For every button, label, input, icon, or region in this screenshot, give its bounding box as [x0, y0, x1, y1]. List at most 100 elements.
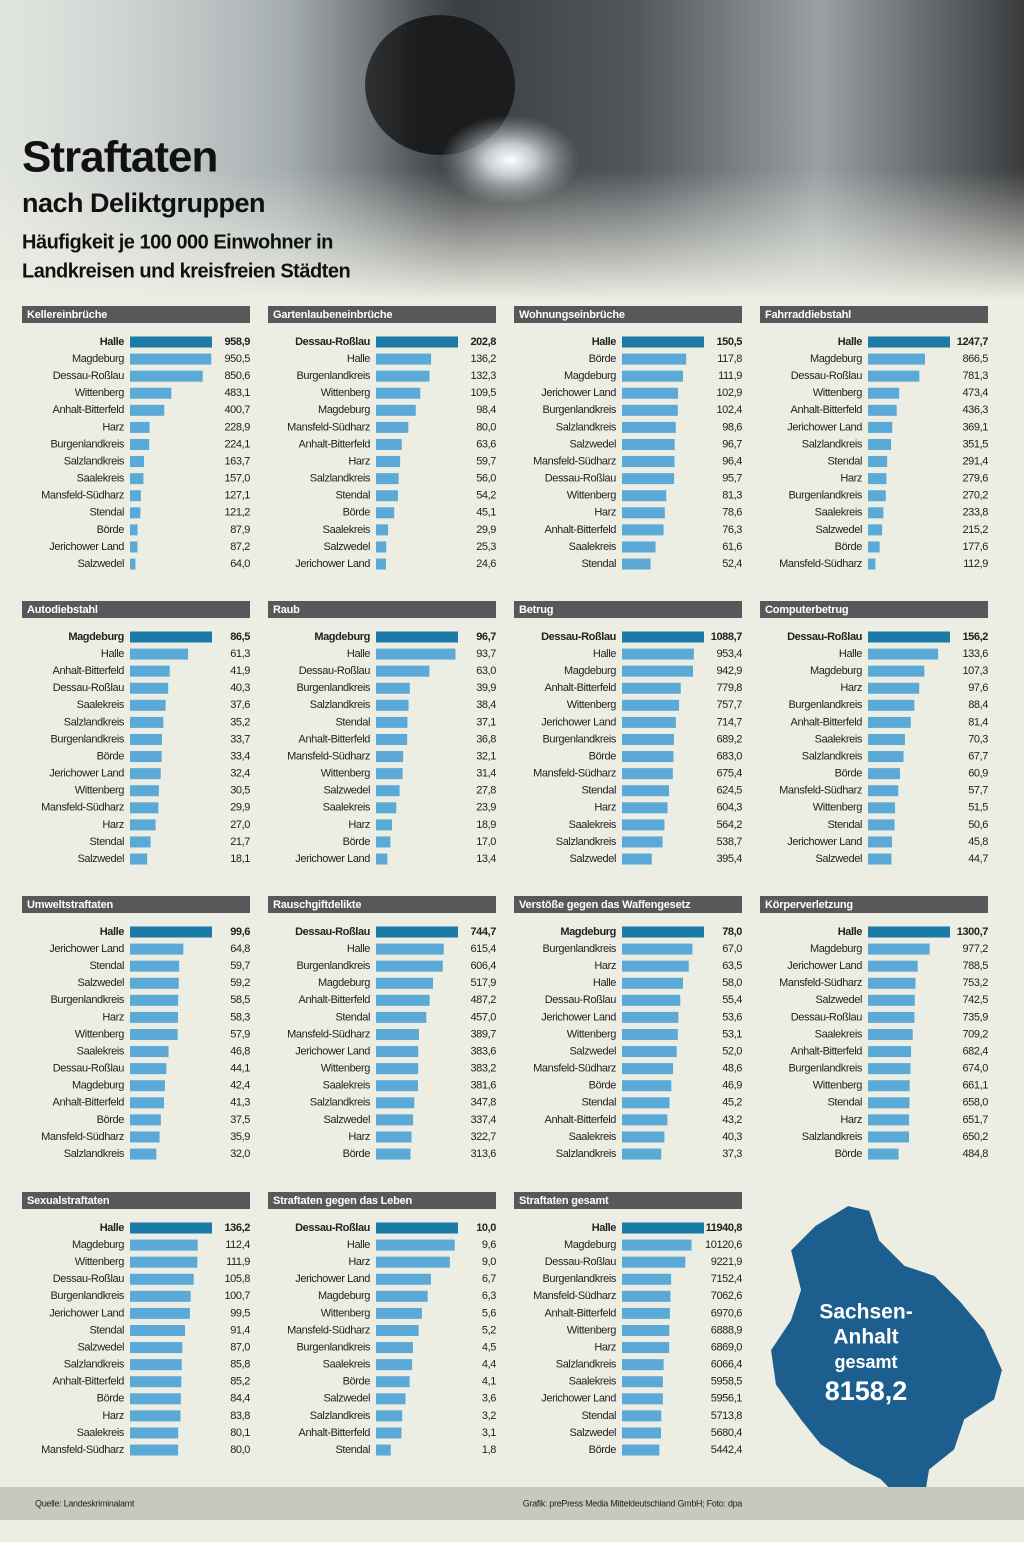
bar — [868, 541, 880, 553]
subtitle: nach Deliktgruppen — [22, 188, 265, 218]
bar — [376, 421, 409, 433]
value-label: 483,1 — [224, 387, 250, 399]
value-label: 291,4 — [962, 455, 988, 467]
category-label: Dessau-Roßlau — [53, 370, 125, 382]
bar — [130, 1097, 165, 1109]
value-label: 436,3 — [962, 404, 988, 416]
bar — [376, 1097, 415, 1109]
value-label: 98,6 — [722, 421, 742, 433]
value-label: 24,6 — [476, 558, 496, 570]
bar — [622, 353, 687, 365]
bar — [130, 926, 212, 938]
category-label: Harz — [102, 1410, 124, 1422]
value-label: 132,3 — [470, 370, 496, 382]
value-label: 4,4 — [482, 1359, 496, 1371]
panel-header — [22, 306, 250, 323]
value-label: 156,2 — [962, 631, 988, 643]
bar — [376, 1148, 411, 1160]
bar — [622, 716, 676, 728]
category-label: Anhalt-Bitterfeld — [299, 438, 371, 450]
bar — [376, 785, 400, 797]
category-label: Halle — [100, 336, 125, 348]
value-label: 661,1 — [962, 1080, 988, 1092]
bar — [868, 853, 892, 865]
category-label: Anhalt-Bitterfeld — [545, 1114, 617, 1126]
bar — [130, 1359, 182, 1371]
bar — [130, 819, 156, 831]
value-label: 270,2 — [962, 490, 988, 502]
bar — [376, 768, 403, 780]
bar — [868, 1148, 899, 1160]
bar — [130, 1046, 169, 1058]
bar — [376, 1080, 419, 1092]
bar — [376, 353, 432, 365]
bar — [130, 1028, 178, 1040]
value-label: 10,0 — [476, 1222, 496, 1234]
bar — [376, 665, 430, 677]
value-label: 157,0 — [224, 473, 250, 485]
panel-title: Umweltstraftaten — [27, 899, 114, 911]
category-label: Saalekreis — [77, 699, 125, 711]
category-label: Dessau-Roßlau — [53, 1273, 125, 1285]
category-label: Halle — [100, 926, 125, 938]
bar — [868, 1080, 910, 1092]
category-label: Saalekreis — [323, 1080, 371, 1092]
category-label: Salzwedel — [77, 558, 124, 570]
category-label: Magdeburg — [564, 1239, 616, 1251]
bar — [622, 665, 694, 677]
category-label: Burgenlandkreis — [543, 404, 617, 416]
category-label: Harz — [840, 473, 862, 485]
value-label: 112,4 — [225, 1239, 250, 1251]
category-label: Magdeburg — [68, 631, 124, 643]
bar — [868, 421, 893, 433]
panel-title: Betrug — [519, 604, 553, 616]
bar — [868, 524, 883, 536]
bar — [376, 336, 458, 348]
value-label: 64,0 — [230, 558, 250, 570]
value-label: 1,8 — [482, 1444, 496, 1456]
value-label: 80,0 — [230, 1444, 250, 1456]
category-label: Salzlandkreis — [556, 836, 617, 848]
bar — [130, 648, 189, 660]
category-label: Stendal — [89, 836, 124, 848]
footer-source: Quelle: Landeskriminalamt — [35, 1498, 135, 1508]
value-label: 10120,6 — [705, 1239, 742, 1251]
category-label: Wittenberg — [567, 1028, 616, 1040]
category-label: Jerichower Land — [787, 836, 862, 848]
bar — [130, 1011, 178, 1023]
category-label: Magdeburg — [318, 1290, 370, 1302]
category-label: Wittenberg — [321, 387, 370, 399]
category-label: Saalekreis — [77, 473, 125, 485]
category-label: Burgenlandkreis — [297, 370, 371, 382]
category-label: Burgenlandkreis — [51, 994, 125, 1006]
panel-header — [268, 1192, 496, 1209]
bar — [622, 1080, 672, 1092]
value-label: 32,1 — [476, 750, 496, 762]
value-label: 63,0 — [476, 665, 496, 677]
value-label: 70,3 — [968, 733, 988, 745]
bar — [622, 1011, 679, 1023]
bar — [868, 404, 897, 416]
bar — [130, 353, 212, 365]
bar — [622, 387, 679, 399]
bar — [376, 524, 389, 536]
category-label: Salzlandkreis — [310, 1097, 371, 1109]
value-label: 63,5 — [722, 960, 742, 972]
value-label: 779,8 — [716, 682, 742, 694]
category-label: Dessau-Roßlau — [545, 1256, 617, 1268]
bar — [622, 336, 704, 348]
category-label: Harz — [102, 421, 124, 433]
value-label: 85,8 — [230, 1359, 250, 1371]
bar — [130, 541, 138, 553]
value-label: 5,2 — [482, 1324, 496, 1336]
value-label: 76,3 — [722, 524, 742, 536]
category-label: Magdeburg — [72, 1080, 124, 1092]
bar — [376, 699, 409, 711]
value-label: 484,8 — [962, 1148, 988, 1160]
bar — [622, 682, 681, 694]
category-label: Salzwedel — [323, 1393, 370, 1405]
bar — [622, 1427, 662, 1439]
value-label: 87,2 — [230, 541, 250, 553]
category-label: Magdeburg — [560, 926, 616, 938]
bar — [622, 438, 675, 450]
